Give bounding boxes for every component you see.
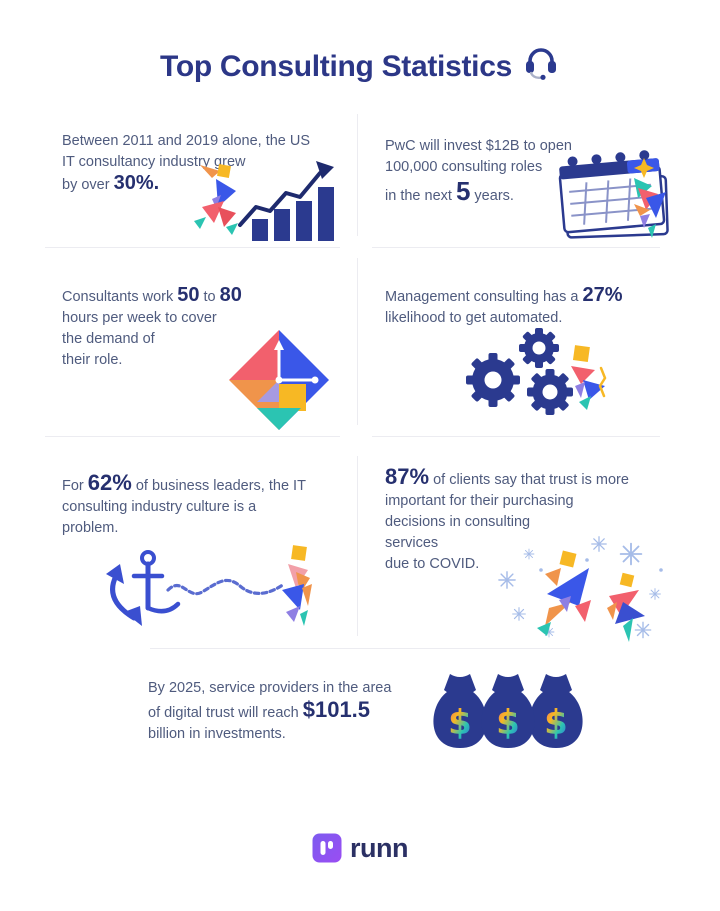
footer: runn — [0, 833, 720, 868]
page-title: Top Consulting Statistics — [0, 46, 720, 90]
calendar-illustration — [558, 150, 669, 239]
runn-logo-icon — [312, 833, 342, 863]
headset-icon — [522, 46, 560, 90]
divider — [45, 436, 340, 437]
stat-text: 87% of clients say that trust is more imp… — [385, 464, 629, 573]
anchor-chain-illustration — [106, 545, 312, 626]
divider — [150, 648, 570, 649]
logo-text: runn — [350, 833, 409, 863]
stat-text: By 2025, service providers in the area of… — [148, 680, 392, 742]
divider — [357, 114, 358, 236]
money-bags-illustration: $ — [433, 674, 583, 748]
stat-card-covid-trust: 87% of clients say that trust is more imp… — [372, 455, 672, 648]
divider — [372, 436, 660, 437]
stat-card-work-hours: Consultants work 50 to 80 hours per week … — [60, 258, 350, 435]
stat-text: Management consulting has a 27% likelihoo… — [385, 284, 623, 326]
runner-growth-chart-illustration — [194, 161, 334, 241]
gears-automation-illustration — [466, 328, 607, 415]
diamond-clock-illustration — [229, 330, 329, 430]
divider — [357, 456, 358, 636]
stat-card-pwc-investment: PwC will invest $12B to open 100,000 cons… — [372, 112, 672, 247]
stat-text: PwC will invest $12B to open 100,000 cons… — [385, 138, 572, 206]
covid-trust-people-illustration — [498, 536, 663, 642]
stat-text: Between 2011 and 2019 alone, the US IT co… — [62, 133, 311, 194]
stat-text: For 62% of business leaders, the IT consu… — [62, 470, 306, 537]
stat-card-culture-problem: For 62% of business leaders, the IT consu… — [60, 455, 350, 648]
divider — [357, 258, 358, 425]
divider — [372, 247, 660, 248]
divider — [45, 247, 340, 248]
stat-card-it-growth: Between 2011 and 2019 alone, the US IT co… — [60, 112, 350, 247]
stat-text: Consultants work 50 to 80 hours per week … — [62, 284, 242, 368]
page-title-text: Top Consulting Statistics — [160, 50, 512, 83]
stat-card-digital-trust: By 2025, service providers in the area of… — [60, 648, 660, 778]
stat-card-automation: Management consulting has a 27% likelihoo… — [372, 258, 672, 435]
runn-logo: runn — [312, 833, 409, 863]
